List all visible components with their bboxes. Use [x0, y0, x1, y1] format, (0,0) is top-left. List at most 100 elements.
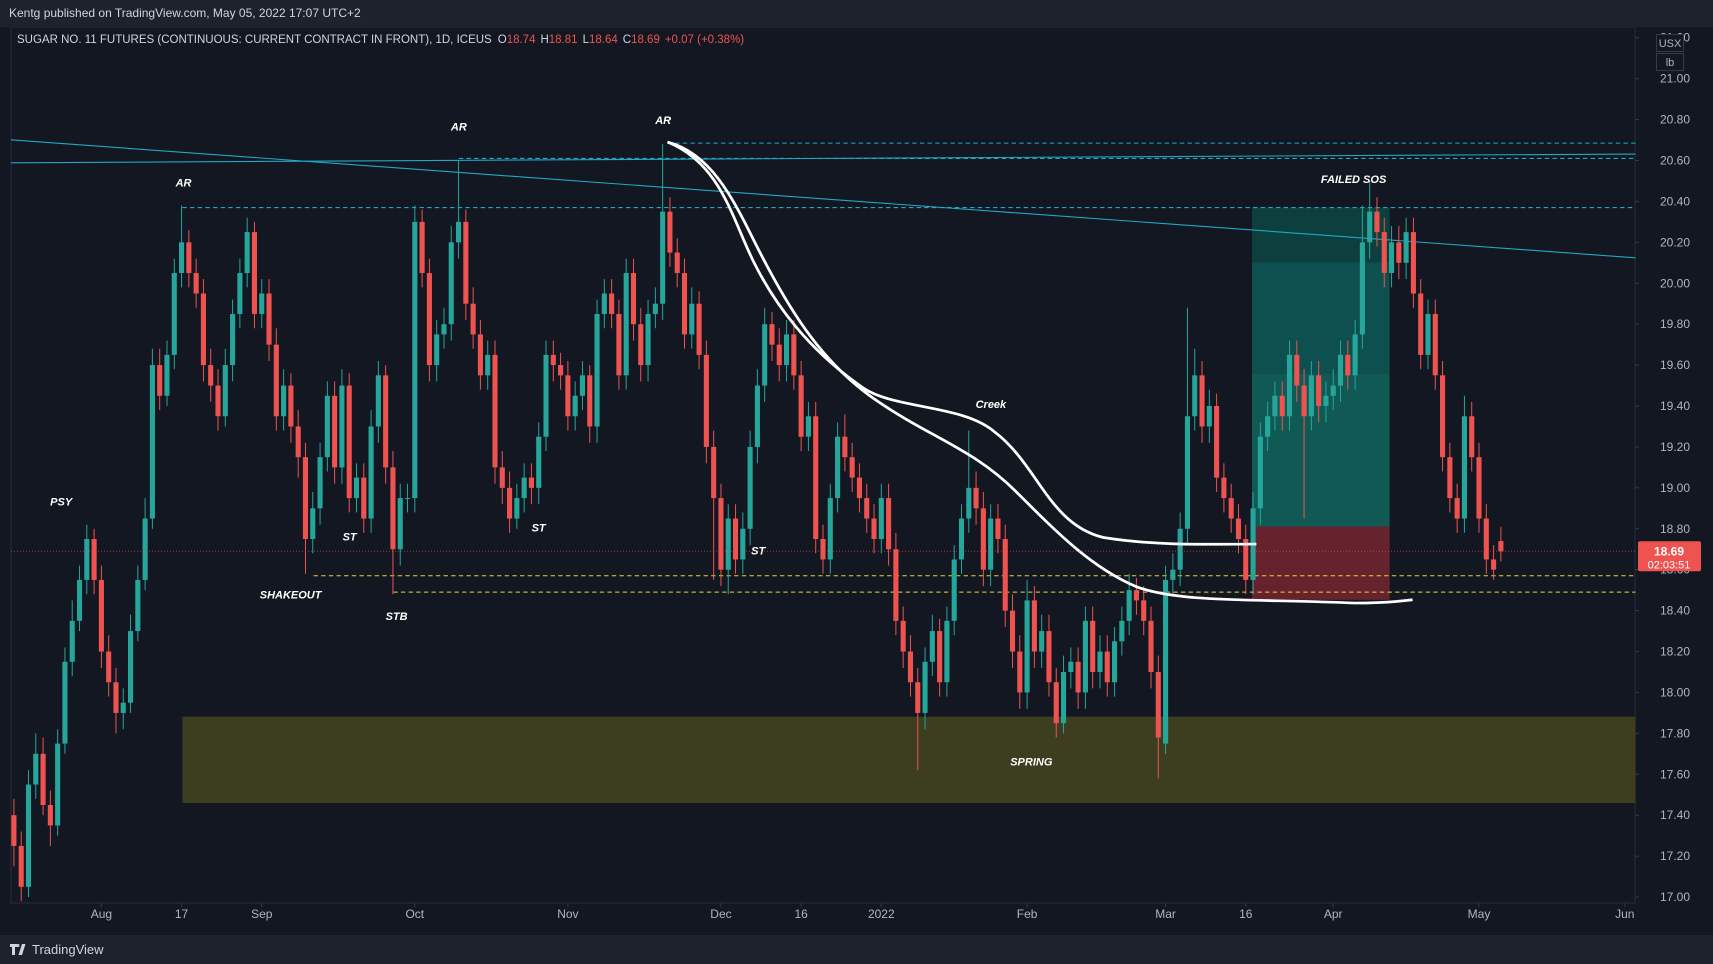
- candle-body: [1330, 385, 1336, 396]
- candle-body: [929, 631, 935, 662]
- candle-body: [324, 395, 330, 458]
- candle-body: [485, 354, 491, 376]
- candle-body: [827, 498, 833, 560]
- candle-body: [1432, 313, 1438, 376]
- candle-body: [106, 651, 112, 683]
- candle-body: [689, 303, 695, 335]
- candle-body: [601, 293, 607, 314]
- candle-body: [1491, 559, 1497, 570]
- ohlc-value: 18.64: [588, 34, 618, 46]
- candle-body: [937, 631, 943, 683]
- y-tick-label: 18.40: [1660, 604, 1690, 618]
- candle-body: [1308, 375, 1314, 417]
- symbol-legend: SUGAR NO. 11 FUTURES (CONTINUOUS: CURREN…: [17, 34, 749, 46]
- candle-body: [1009, 610, 1016, 652]
- candle-body: [142, 518, 148, 580]
- candle-body: [1104, 651, 1110, 683]
- unit-button[interactable]: lb: [1656, 53, 1684, 71]
- y-tick-label: 20.80: [1660, 113, 1690, 127]
- annotation: ST: [343, 531, 358, 543]
- candle-body: [98, 579, 104, 652]
- candle-body: [1294, 354, 1300, 386]
- candle-body: [375, 375, 381, 427]
- candle-body: [907, 651, 914, 683]
- candle-body: [1141, 600, 1147, 621]
- candle-body: [157, 365, 163, 396]
- candle-body: [871, 518, 877, 540]
- candle-body: [630, 273, 637, 325]
- annotation: AR: [175, 177, 192, 189]
- candle-body: [1388, 242, 1395, 274]
- candle-body: [244, 232, 250, 274]
- candle-body: [1031, 600, 1037, 652]
- candle-body: [565, 375, 571, 417]
- x-tick-label: May: [1468, 907, 1491, 921]
- publish-note: Kentg published on TradingView.com, May …: [9, 6, 361, 20]
- candle-body: [1323, 395, 1329, 407]
- y-tick-label: 20.20: [1660, 235, 1690, 249]
- candle-body: [514, 498, 520, 519]
- brand: TradingView: [32, 942, 104, 957]
- candle-body: [470, 303, 476, 335]
- curve: [667, 140, 1257, 546]
- candle-body: [346, 385, 352, 499]
- candle-body: [1112, 641, 1118, 683]
- candle-body: [944, 620, 950, 683]
- candle-body: [1425, 313, 1431, 355]
- candle-body: [521, 477, 527, 499]
- candle-body: [1082, 620, 1088, 693]
- candle-body: [1177, 528, 1183, 570]
- candle-body: [434, 334, 440, 366]
- candle-body: [528, 477, 534, 488]
- axes: 17.00 17.20 17.40 17.60 17.80 18.00 18.20 18.40…: [11, 31, 1701, 921]
- y-tick-label: 20.60: [1660, 153, 1690, 167]
- candle-body: [1279, 395, 1285, 417]
- candle-body: [1184, 416, 1191, 529]
- candle-body: [725, 518, 731, 570]
- candle-body: [397, 498, 403, 550]
- candle-body: [40, 753, 46, 805]
- x-tick-label: 16: [1239, 907, 1253, 921]
- y-tick-label: 19.80: [1660, 317, 1690, 331]
- candle-body: [120, 702, 126, 713]
- candle-body: [302, 457, 309, 540]
- candle-body: [609, 293, 615, 314]
- candle-body: [171, 273, 177, 355]
- candle-body: [1097, 651, 1103, 672]
- candle-body: [383, 375, 389, 468]
- unit-button[interactable]: USX: [1656, 34, 1684, 52]
- candle-body: [798, 375, 804, 437]
- drawings: [10, 139, 1636, 803]
- candle-body: [1206, 406, 1212, 427]
- candle-body: [186, 242, 192, 274]
- candle-body: [572, 395, 578, 417]
- candle-body: [230, 313, 236, 366]
- candle-body: [951, 559, 957, 621]
- candle-body: [791, 334, 797, 376]
- candle-body: [1119, 620, 1125, 642]
- x-tick-label: Dec: [710, 907, 731, 921]
- y-tick-label: 18.00: [1660, 685, 1690, 699]
- stop-zone: [1252, 526, 1390, 600]
- candle-body: [353, 477, 360, 499]
- candle-body: [681, 273, 688, 335]
- candle-body: [1374, 211, 1380, 233]
- candle-body: [820, 539, 826, 560]
- x-tick-label: 16: [794, 907, 808, 921]
- candle-body: [164, 354, 170, 396]
- candle-body: [740, 528, 746, 560]
- candle-body: [1359, 242, 1365, 335]
- candle-body: [762, 324, 768, 386]
- candle-body: [1483, 518, 1489, 560]
- candle-body: [587, 375, 593, 427]
- candle-body: [711, 446, 717, 499]
- candle-body: [404, 498, 411, 500]
- y-tick-label: 19.20: [1660, 440, 1690, 454]
- candle-body: [113, 682, 119, 713]
- annotation: Creek: [976, 399, 1007, 411]
- candle-body: [1498, 541, 1504, 552]
- candle-body: [1257, 436, 1263, 509]
- candle-body: [1440, 375, 1446, 458]
- candle-body: [1337, 354, 1344, 386]
- candle-body: [769, 324, 775, 345]
